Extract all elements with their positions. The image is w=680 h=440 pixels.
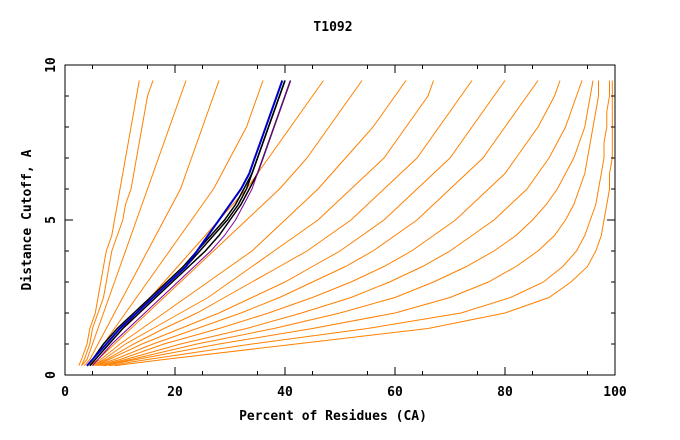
series-line-9 <box>92 80 434 367</box>
series-line-19 <box>86 80 286 367</box>
series-line-1 <box>78 80 140 366</box>
series-line-4 <box>83 80 220 367</box>
x-tick-label: 80 <box>497 385 513 400</box>
y-axis: 0 5 10 <box>44 57 615 379</box>
chart-title: T1092 <box>313 20 352 35</box>
x-tick-label: 100 <box>603 385 627 400</box>
x-axis-title: Percent of Residues (CA) <box>239 409 427 424</box>
series-line-22 <box>92 80 291 367</box>
series-line-21 <box>89 80 292 367</box>
series-line-2 <box>81 80 154 366</box>
series-line-15 <box>103 80 594 367</box>
series-line-3 <box>81 80 187 367</box>
series-line-5 <box>86 80 264 367</box>
y-tick-label: 5 <box>44 216 59 224</box>
series-line-7 <box>89 80 363 367</box>
series-line-18 <box>114 80 613 367</box>
x-tick-label: 20 <box>167 385 183 400</box>
series-line-23 <box>86 80 284 367</box>
series-line-10 <box>92 80 473 367</box>
series-line-12 <box>95 80 539 367</box>
series-line-11 <box>95 80 506 367</box>
y-axis-title: Distance Cutoff, A <box>20 149 35 290</box>
series-line-17 <box>108 80 610 367</box>
x-axis: 0 20 40 60 80 100 <box>61 65 627 400</box>
series-layer <box>78 80 613 367</box>
series-line-14 <box>100 80 583 367</box>
series-line-8 <box>89 80 407 367</box>
series-line-16 <box>103 80 599 367</box>
x-tick-label: 60 <box>387 385 403 400</box>
y-tick-label: 10 <box>44 57 59 73</box>
series-line-13 <box>97 80 561 367</box>
y-tick-label: 0 <box>44 371 59 379</box>
x-tick-label: 0 <box>61 385 69 400</box>
series-line-20 <box>86 80 286 367</box>
x-tick-label: 40 <box>277 385 293 400</box>
